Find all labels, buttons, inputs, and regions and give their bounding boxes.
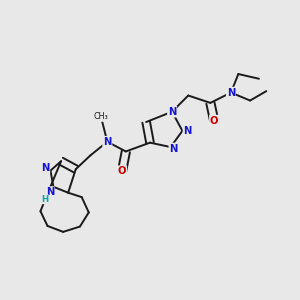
Text: N: N xyxy=(184,126,192,136)
Text: O: O xyxy=(118,166,126,176)
Text: N: N xyxy=(103,137,112,147)
Text: H: H xyxy=(41,195,48,204)
Text: N: N xyxy=(168,107,176,117)
Text: CH₃: CH₃ xyxy=(94,112,108,121)
Text: N: N xyxy=(169,143,178,154)
Text: N: N xyxy=(46,187,54,197)
Text: N: N xyxy=(227,88,235,98)
Text: N: N xyxy=(41,163,50,173)
Text: O: O xyxy=(210,116,218,126)
